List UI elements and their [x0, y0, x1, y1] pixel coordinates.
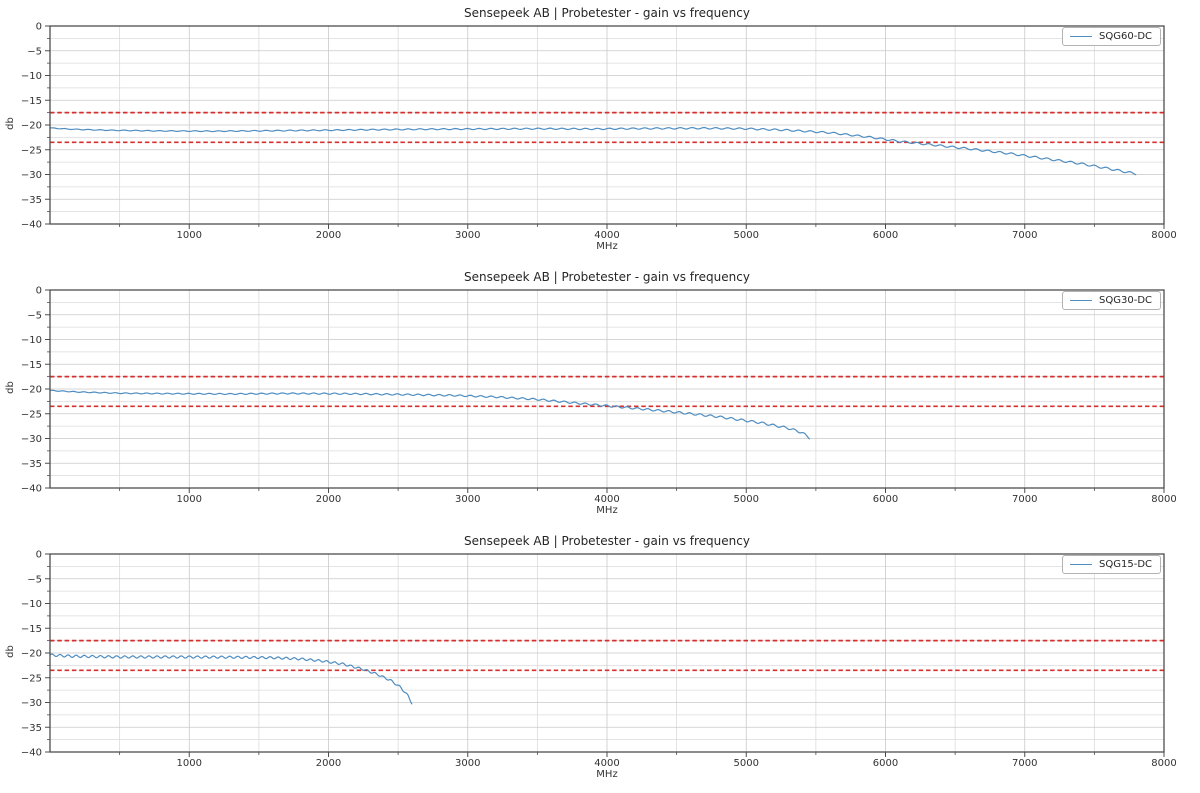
svg-text:−5: −5 — [27, 46, 42, 57]
svg-text:0: 0 — [36, 550, 42, 561]
svg-text:3000: 3000 — [455, 758, 480, 769]
x-axis-label: MHz — [596, 505, 618, 516]
svg-text:7000: 7000 — [1012, 494, 1037, 505]
svg-text:−35: −35 — [21, 459, 42, 470]
svg-text:0: 0 — [36, 286, 42, 297]
svg-text:3000: 3000 — [455, 494, 480, 505]
svg-text:8000: 8000 — [1151, 758, 1176, 769]
svg-text:4000: 4000 — [594, 758, 619, 769]
svg-text:4000: 4000 — [594, 494, 619, 505]
legend-line-sample — [1070, 36, 1093, 37]
svg-text:−30: −30 — [21, 434, 42, 445]
svg-text:3000: 3000 — [455, 230, 480, 241]
legend: SQG60-DC — [1062, 27, 1161, 46]
y-axis-label: db — [4, 645, 16, 658]
legend: SQG30-DC — [1062, 291, 1161, 310]
svg-text:−10: −10 — [21, 71, 42, 82]
plot-area: 1000 2000 3000 4000 5000 6000 7000 8000 0 −5 −10 −1… — [21, 286, 1177, 506]
svg-text:1000: 1000 — [177, 494, 202, 505]
svg-text:−30: −30 — [21, 698, 42, 709]
svg-text:2000: 2000 — [316, 758, 341, 769]
svg-text:−20: −20 — [21, 385, 42, 396]
svg-text:8000: 8000 — [1151, 230, 1176, 241]
svg-text:−40: −40 — [21, 220, 42, 231]
svg-text:−5: −5 — [27, 574, 42, 585]
svg-text:−20: −20 — [21, 121, 42, 132]
svg-text:5000: 5000 — [734, 758, 759, 769]
legend-line-sample — [1070, 300, 1093, 301]
svg-text:−25: −25 — [21, 145, 42, 156]
svg-text:1000: 1000 — [177, 230, 202, 241]
svg-text:2000: 2000 — [316, 494, 341, 505]
y-axis-label: db — [4, 381, 16, 394]
svg-text:−10: −10 — [21, 599, 42, 610]
subplot-sqg15: Sensepeek AB | Probetester - gain vs fre… — [0, 528, 1200, 793]
svg-text:7000: 7000 — [1012, 230, 1037, 241]
svg-text:6000: 6000 — [873, 494, 898, 505]
svg-text:−20: −20 — [21, 649, 42, 660]
plot-title: Sensepeek AB | Probetester - gain vs fre… — [464, 6, 750, 20]
legend-label: SQG15-DC — [1099, 559, 1152, 570]
legend-label: SQG30-DC — [1099, 295, 1152, 306]
legend-label: SQG60-DC — [1099, 31, 1152, 42]
svg-text:−15: −15 — [21, 360, 42, 371]
subplot-sqg60: Sensepeek AB | Probetester - gain vs fre… — [0, 0, 1200, 264]
svg-text:−25: −25 — [21, 673, 42, 684]
svg-text:5000: 5000 — [734, 230, 759, 241]
svg-text:−25: −25 — [21, 409, 42, 420]
svg-text:−15: −15 — [21, 96, 42, 107]
svg-text:6000: 6000 — [873, 230, 898, 241]
svg-text:2000: 2000 — [316, 230, 341, 241]
svg-text:4000: 4000 — [594, 230, 619, 241]
svg-text:6000: 6000 — [873, 758, 898, 769]
y-axis-label: db — [4, 117, 16, 130]
svg-text:5000: 5000 — [734, 494, 759, 505]
x-axis-label: MHz — [596, 769, 618, 780]
svg-text:−30: −30 — [21, 170, 42, 181]
plot-area: 1000 2000 3000 4000 5000 6000 7000 8000 0 −5 −10 −1… — [21, 550, 1177, 770]
x-axis-label: MHz — [596, 241, 618, 252]
svg-text:−10: −10 — [21, 335, 42, 346]
svg-text:−35: −35 — [21, 723, 42, 734]
legend: SQG15-DC — [1062, 555, 1161, 574]
plot-area: 1000 2000 3000 4000 5000 6000 7000 8000 0 −5 −10 −1… — [21, 22, 1177, 242]
plot-title: Sensepeek AB | Probetester - gain vs fre… — [464, 534, 750, 548]
svg-text:−40: −40 — [21, 748, 42, 759]
svg-text:−5: −5 — [27, 310, 42, 321]
plot-title: Sensepeek AB | Probetester - gain vs fre… — [464, 270, 750, 284]
legend-line-sample — [1070, 564, 1093, 565]
svg-text:−15: −15 — [21, 624, 42, 635]
subplot-sqg30: Sensepeek AB | Probetester - gain vs fre… — [0, 264, 1200, 528]
svg-text:0: 0 — [36, 22, 42, 33]
svg-text:7000: 7000 — [1012, 758, 1037, 769]
svg-text:−35: −35 — [21, 195, 42, 206]
svg-text:1000: 1000 — [177, 758, 202, 769]
svg-text:−40: −40 — [21, 484, 42, 495]
svg-text:8000: 8000 — [1151, 494, 1176, 505]
